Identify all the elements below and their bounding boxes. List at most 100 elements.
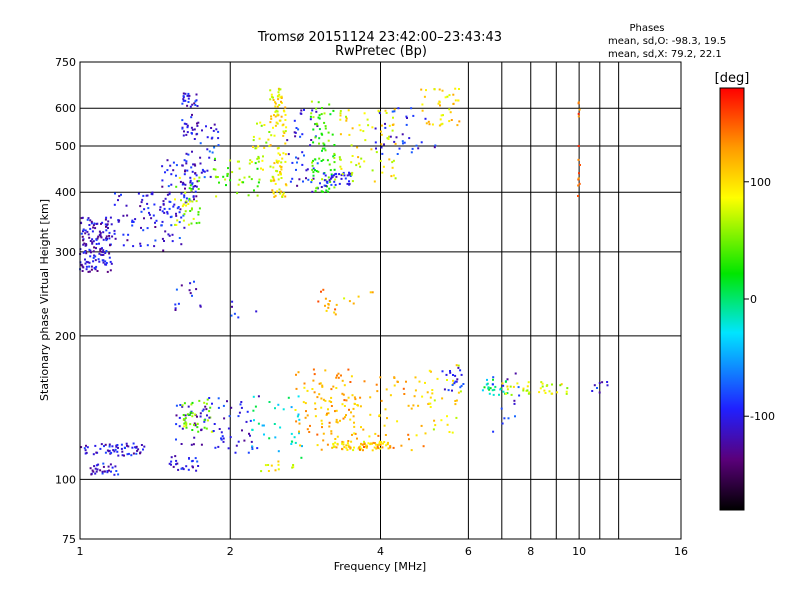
data-point — [102, 261, 105, 264]
data-point — [251, 445, 254, 448]
data-point — [225, 184, 227, 187]
data-point — [385, 388, 388, 391]
data-point — [195, 469, 198, 472]
data-point — [291, 177, 294, 180]
data-point — [82, 243, 85, 246]
data-point — [154, 239, 157, 242]
data-point — [213, 159, 216, 161]
data-point — [273, 134, 276, 137]
data-point — [216, 176, 219, 178]
data-point — [402, 142, 404, 145]
data-point — [348, 180, 350, 183]
data-point — [80, 264, 83, 267]
data-point — [106, 223, 109, 226]
data-point — [140, 226, 142, 229]
data-point — [92, 453, 95, 456]
data-point — [162, 203, 165, 206]
data-point — [83, 447, 86, 450]
data-point — [560, 383, 563, 386]
data-point — [274, 469, 277, 472]
data-point — [280, 100, 282, 103]
data-point — [279, 426, 282, 429]
data-point — [213, 423, 216, 425]
data-point — [85, 265, 88, 268]
data-point — [335, 420, 338, 423]
data-point — [116, 444, 119, 446]
data-point — [350, 144, 353, 147]
data-point — [238, 167, 241, 170]
data-point — [527, 392, 530, 395]
data-point — [509, 385, 512, 388]
data-point — [126, 239, 129, 242]
data-point — [193, 138, 196, 140]
data-point — [451, 389, 453, 392]
data-point — [305, 169, 308, 172]
data-point — [330, 176, 333, 179]
data-point — [94, 472, 97, 475]
data-point — [376, 444, 379, 447]
data-point — [183, 159, 186, 162]
data-point — [131, 220, 134, 223]
data-point — [152, 214, 155, 217]
data-point — [344, 177, 347, 180]
data-point — [559, 384, 562, 387]
data-point — [97, 235, 100, 238]
data-point — [314, 158, 317, 161]
data-point — [310, 112, 313, 115]
data-point — [457, 391, 460, 394]
data-point — [297, 413, 300, 416]
data-point — [296, 184, 299, 187]
data-point — [166, 211, 169, 214]
data-point — [118, 195, 121, 198]
data-point — [349, 418, 352, 421]
x-tick-label: 16 — [674, 545, 688, 558]
data-point — [415, 144, 418, 147]
data-point — [321, 426, 323, 429]
data-point — [197, 188, 200, 190]
data-point — [357, 162, 360, 165]
data-point — [280, 177, 283, 179]
data-point — [143, 208, 146, 211]
data-point — [196, 415, 198, 418]
data-point — [318, 382, 321, 385]
data-point — [363, 380, 366, 383]
data-point — [97, 463, 100, 466]
data-point — [298, 432, 300, 435]
data-point — [218, 181, 220, 184]
data-point — [330, 401, 333, 403]
data-point — [318, 117, 321, 120]
data-point — [268, 437, 271, 440]
data-point — [183, 213, 186, 216]
data-point — [96, 222, 99, 225]
data-point — [281, 157, 284, 160]
data-point — [332, 446, 335, 448]
data-point — [114, 465, 117, 468]
data-point — [86, 446, 89, 449]
data-point — [172, 161, 175, 164]
data-point — [208, 156, 211, 159]
data-point — [327, 131, 330, 134]
data-point — [220, 438, 223, 441]
data-point — [386, 417, 388, 420]
data-point — [236, 192, 239, 195]
data-point — [321, 147, 324, 150]
data-point — [85, 252, 88, 255]
data-point — [237, 183, 240, 186]
data-point — [103, 445, 105, 448]
data-point — [283, 110, 286, 113]
data-point — [193, 177, 196, 180]
data-point — [313, 391, 316, 394]
data-point — [230, 406, 233, 409]
data-point — [277, 403, 280, 406]
x-tick-label: 6 — [465, 545, 472, 558]
data-point — [182, 134, 185, 137]
data-point — [257, 181, 260, 184]
data-point — [277, 468, 280, 471]
data-point — [175, 174, 177, 177]
data-point — [263, 146, 266, 149]
data-point — [354, 432, 357, 435]
data-point — [329, 180, 332, 183]
data-point — [190, 166, 193, 169]
data-point — [349, 175, 352, 177]
data-point — [164, 230, 167, 233]
